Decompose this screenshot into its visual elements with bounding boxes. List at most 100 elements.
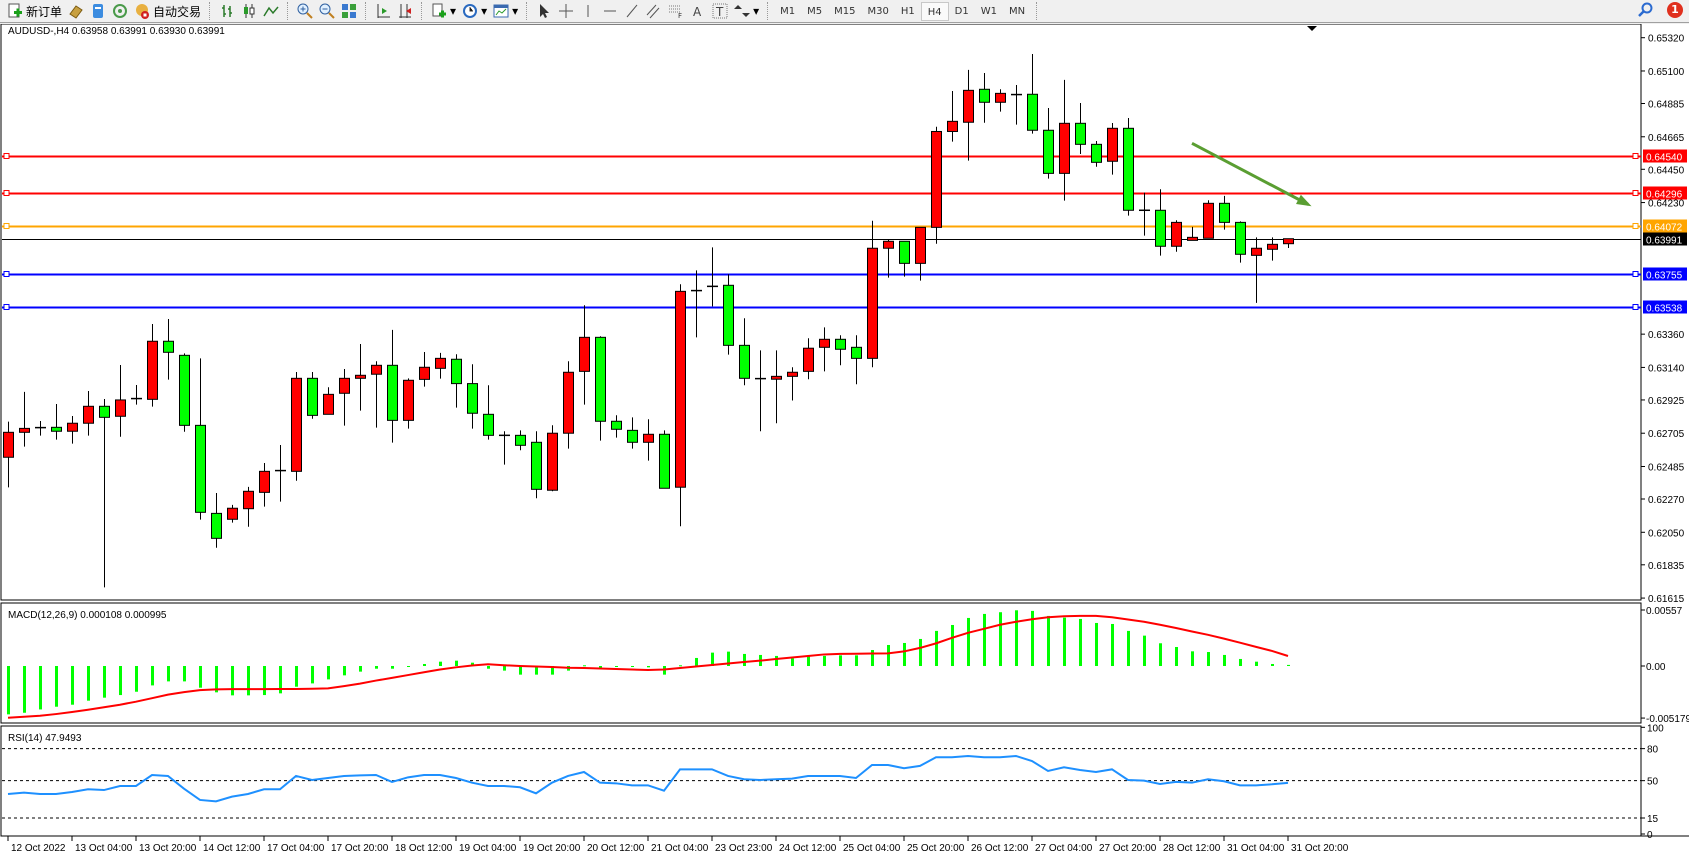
market-watch-button[interactable] (87, 1, 109, 22)
level-price-label: 0.63538 (1646, 304, 1683, 315)
arrows-icon (734, 3, 751, 19)
level-handle (3, 271, 10, 277)
timeframe-d1[interactable]: D1 (954, 5, 969, 17)
candle (755, 350, 766, 432)
macd-histogram-bar (743, 653, 746, 666)
chart-window[interactable]: 0.65320 0.65100 0.64885 0.64665 0.64450 0.642… (0, 24, 1689, 859)
candle-body-bull (803, 347, 814, 372)
dropdown-arrow-icon: ▾ (481, 4, 488, 18)
bar-chart-button[interactable] (216, 1, 238, 22)
time-label: 27 Oct 20:00 (1099, 843, 1157, 854)
candle (1123, 118, 1134, 216)
rsi-line (7, 754, 1289, 803)
chart-canvas[interactable]: 0.65320 0.65100 0.64885 0.64665 0.64450 0.642… (0, 24, 1689, 859)
candle-body-bull (1187, 236, 1198, 241)
candle-body-bear (483, 413, 494, 436)
macd-histogram-bar (471, 662, 474, 666)
candle-body-bull (867, 247, 878, 359)
candlestick-button[interactable] (238, 1, 260, 22)
tile-windows-button[interactable] (338, 1, 360, 22)
text-label-button[interactable]: T (709, 1, 731, 22)
notification-badge[interactable]: 1 (1667, 2, 1683, 18)
equidistant-channel-button[interactable] (643, 1, 665, 22)
timeframe-h4[interactable]: H4 (920, 1, 949, 21)
candle (627, 417, 638, 449)
new-order-button[interactable]: 新订单 (4, 1, 65, 22)
macd-histogram-bar (183, 666, 186, 682)
candle (435, 352, 446, 379)
signals-button[interactable] (109, 1, 131, 22)
candle (483, 385, 494, 440)
candle (115, 365, 126, 437)
line-chart-button[interactable] (260, 1, 282, 22)
macd-histogram-bar (855, 655, 858, 666)
rsi-tick-label: 15 (1647, 814, 1659, 825)
candle (307, 371, 318, 419)
chart-shift-button[interactable] (394, 1, 416, 22)
candle (163, 319, 174, 380)
timeframe-h1[interactable]: H1 (900, 5, 915, 17)
macd-histogram-bar (503, 666, 506, 671)
vertical-line-button[interactable] (577, 1, 599, 22)
candle-body-bull (435, 357, 446, 369)
candle-body-bear (1027, 93, 1038, 131)
macd-histogram-bar (711, 652, 714, 666)
price-tick-label: 0.65320 (1648, 34, 1685, 45)
candle-body-bull (1251, 247, 1262, 256)
candle (291, 371, 302, 481)
candle-body-bear (99, 405, 110, 418)
price-tick-label: 0.62050 (1648, 528, 1685, 539)
zoom-out-button[interactable] (316, 1, 338, 22)
templates-button[interactable]: ▾ (490, 1, 521, 22)
macd-histogram-bar (407, 666, 410, 667)
candle-body-bear (611, 420, 622, 430)
auto-scroll-button[interactable] (372, 1, 394, 22)
candle (211, 492, 222, 548)
cursor-button[interactable] (533, 1, 555, 22)
indicators-button[interactable]: ▾ (428, 1, 459, 22)
candle (1075, 103, 1086, 155)
timeframe-m1[interactable]: M1 (780, 5, 796, 17)
timeframe-m15[interactable]: M15 (834, 5, 856, 17)
macd-histogram-bar (1271, 663, 1274, 666)
candle (275, 445, 286, 502)
crosshair-button[interactable] (555, 1, 577, 22)
timeframe-mn[interactable]: MN (1008, 5, 1026, 17)
time-label: 26 Oct 12:00 (971, 843, 1029, 854)
candle-body-bear (387, 364, 398, 421)
candle (515, 430, 526, 451)
price-tick-label: 0.62485 (1648, 462, 1685, 473)
candle-body-bull (883, 240, 894, 249)
timeframe-bar: M1 M5 M15 M30 H1 H4 D1 W1 MN (774, 1, 1031, 21)
time-label: 19 Oct 20:00 (523, 843, 581, 854)
candle-body-bear (835, 338, 846, 350)
horizontal-line-button[interactable] (599, 1, 621, 22)
candle (99, 399, 110, 588)
zoom-in-button[interactable] (294, 1, 316, 22)
candle (739, 318, 750, 386)
trendline-button[interactable] (621, 1, 643, 22)
auto-trading-button[interactable]: 自动交易 (131, 1, 204, 22)
candle (883, 239, 894, 278)
search-icon[interactable] (1637, 2, 1653, 18)
candle-body-bull (323, 393, 334, 415)
candle-body-bear (595, 336, 606, 422)
text-button[interactable]: A (687, 1, 709, 22)
candle-body-bull (1203, 202, 1214, 239)
expert-button[interactable] (65, 1, 87, 22)
candle (675, 284, 686, 527)
trend-arrow-head (1296, 194, 1312, 207)
time-label: 25 Oct 20:00 (907, 843, 965, 854)
candle (419, 351, 430, 387)
candle (819, 327, 830, 372)
timeframe-w1[interactable]: W1 (980, 5, 997, 17)
candle (595, 336, 606, 441)
candle-body-bear (723, 284, 734, 346)
arrows-button[interactable]: ▾ (731, 1, 762, 22)
candle-body-bull (3, 431, 14, 458)
candle-body-bear (211, 512, 222, 539)
timeframe-m30[interactable]: M30 (867, 5, 889, 17)
timeframe-m5[interactable]: M5 (807, 5, 823, 17)
fibonacci-button[interactable]: F (665, 1, 687, 22)
periods-button[interactable]: ▾ (459, 1, 490, 22)
